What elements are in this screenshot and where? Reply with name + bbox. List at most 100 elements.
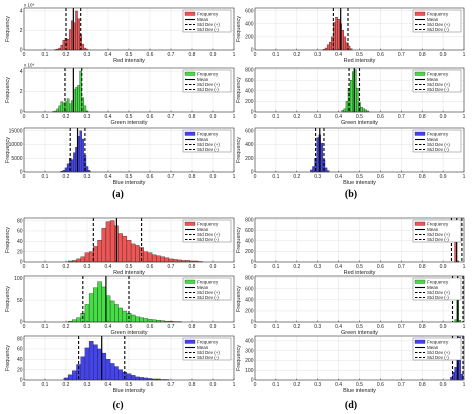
y-tick-label: 0 (251, 260, 254, 266)
x-tick-label: 1 (233, 324, 236, 330)
x-tick-label: 0.9 (440, 114, 447, 120)
panel-label: (a) (112, 189, 124, 200)
y-tick-label: 10000 (9, 142, 23, 148)
legend-mean-label: Mean (427, 285, 439, 290)
x-tick-label: 1 (463, 264, 466, 270)
x-tick-label: 0.8 (419, 264, 426, 270)
histogram-bar (360, 107, 363, 113)
x-tick-label: 0.7 (398, 114, 405, 120)
y-axis-label: Frequency (236, 77, 242, 103)
histogram-bar (67, 374, 73, 381)
x-tick-label: 0.2 (293, 114, 300, 120)
x-tick-label: 0.6 (147, 114, 154, 120)
x-tick-label: 0.4 (335, 324, 342, 330)
x-tick-label: 0.5 (356, 324, 363, 330)
x-tick-label: 0.6 (377, 324, 384, 330)
x-tick-label: 0 (254, 174, 257, 180)
x-tick-label: 0.2 (63, 324, 70, 330)
legend-std-plus-label: Std Dev (+) (427, 232, 450, 237)
histogram-bar (75, 87, 78, 113)
x-tick-label: 0.4 (335, 382, 342, 388)
y-tick-label: 0 (251, 320, 254, 326)
histogram-bar (172, 259, 178, 263)
x-tick-label: 0.1 (42, 382, 49, 388)
x-tick-label: 0.2 (293, 52, 300, 58)
x-tick-label: 0.8 (189, 324, 196, 330)
legend-frequency-label: Frequency (427, 12, 449, 17)
x-tick-label: 0.9 (210, 114, 217, 120)
histogram-bar (109, 363, 115, 381)
histogram-bar (454, 367, 457, 381)
histogram-bar (66, 39, 70, 51)
x-tick-label: 0.1 (272, 114, 279, 120)
x-tick-label: 0.5 (126, 264, 133, 270)
histogram-bar (76, 258, 81, 263)
legend-frequency-label: Frequency (197, 222, 219, 227)
histogram-bar (151, 254, 157, 263)
y-axis-label: Frequency (236, 286, 242, 312)
histogram-bar (310, 169, 313, 173)
x-tick-label: 0.5 (126, 382, 133, 388)
x-tick-label: 0.7 (398, 264, 405, 270)
x-tick-label: 0.2 (293, 382, 300, 388)
histogram-bar (130, 243, 136, 263)
histogram-bar (364, 109, 367, 113)
histogram-bar (80, 256, 86, 263)
panel-label: (d) (345, 400, 357, 411)
x-tick-label: 1 (463, 114, 466, 120)
legend-frequency-swatch (414, 11, 426, 16)
y-tick-label: 800 (245, 67, 254, 73)
x-tick-label: 0.3 (314, 382, 321, 388)
legend-mean-label: Mean (427, 345, 439, 350)
legend-std-minus-label: Std Dev (-) (197, 27, 219, 32)
y-tick-label: 40 (17, 357, 23, 363)
x-tick-label: 0.9 (440, 174, 447, 180)
histogram-bar (337, 18, 340, 51)
x-tick-label: 0.4 (105, 382, 112, 388)
legend-std-minus-label: Std Dev (-) (197, 295, 219, 300)
histogram-bar (81, 138, 85, 173)
y-tick-label: 100 (14, 276, 23, 282)
y-tick-label: 200 (245, 358, 254, 364)
histogram-bar (66, 98, 70, 113)
legend-mean-label: Mean (427, 227, 439, 232)
y-axis-label: Frequency (236, 137, 242, 163)
histogram-bar (151, 319, 157, 323)
x-tick-label: 0.5 (356, 52, 363, 58)
x-tick-label: 0.7 (168, 52, 175, 58)
legend-frequency-swatch (184, 221, 196, 226)
x-tick-label: 0.2 (293, 264, 300, 270)
x-tick-label: 0.3 (314, 174, 321, 180)
x-tick-label: 0.7 (168, 324, 175, 330)
legend-std-minus-label: Std Dev (-) (197, 87, 219, 92)
histogram-bar (143, 251, 149, 263)
y-axis-label: Frequency (236, 227, 242, 253)
x-tick-label: 0.9 (210, 174, 217, 180)
x-tick-label: 0.8 (189, 382, 196, 388)
x-tick-label: 0 (254, 324, 257, 330)
x-tick-label: 0.7 (168, 382, 175, 388)
x-tick-label: 0.6 (377, 114, 384, 120)
x-tick-label: 0.4 (335, 52, 342, 58)
legend-frequency-swatch (414, 131, 426, 136)
y-tick-label: 0 (251, 110, 254, 116)
x-tick-label: 1 (233, 174, 236, 180)
legend-mean-label: Mean (197, 17, 209, 22)
x-tick-label: 0.6 (147, 264, 154, 270)
histogram-bar (122, 235, 128, 263)
x-tick-label: 0 (254, 114, 257, 120)
x-tick-label: 0.1 (42, 324, 49, 330)
legend-frequency-swatch (414, 71, 426, 76)
x-tick-label: 0 (23, 324, 26, 330)
x-tick-label: 0.6 (377, 52, 384, 58)
legend-std-plus-label: Std Dev (+) (427, 290, 450, 295)
x-tick-label: 0.1 (272, 382, 279, 388)
x-tick-label: 0.4 (335, 114, 342, 120)
legend-mean-label: Mean (427, 17, 439, 22)
x-tick-label: 0.9 (440, 382, 447, 388)
x-tick-label: 0.7 (168, 114, 175, 120)
